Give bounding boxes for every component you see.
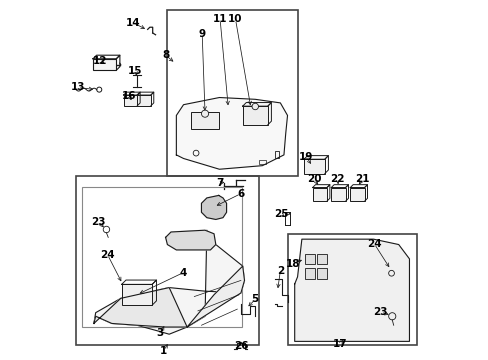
Text: 1: 1: [160, 346, 167, 356]
Text: 18: 18: [285, 258, 300, 269]
Bar: [242, 106, 267, 125]
Polygon shape: [94, 288, 187, 327]
Bar: [76, 176, 258, 345]
Text: 17: 17: [332, 339, 346, 349]
Text: 9: 9: [198, 29, 205, 39]
Bar: [349, 188, 364, 201]
Text: 23: 23: [91, 217, 105, 226]
Bar: [259, 160, 265, 164]
Bar: [122, 284, 152, 305]
Bar: [304, 268, 314, 279]
Circle shape: [201, 110, 208, 117]
Text: 7: 7: [216, 178, 224, 188]
Text: 19: 19: [298, 152, 313, 162]
Bar: [137, 95, 151, 106]
Text: 11: 11: [212, 14, 227, 24]
Bar: [93, 59, 116, 70]
Text: 2: 2: [276, 266, 284, 276]
Bar: [274, 151, 278, 158]
Text: 12: 12: [93, 56, 107, 66]
Text: 15: 15: [128, 66, 142, 76]
Bar: [304, 159, 324, 174]
Circle shape: [251, 103, 258, 110]
Text: 13: 13: [70, 82, 85, 93]
Polygon shape: [165, 230, 215, 250]
Text: 25: 25: [273, 209, 288, 219]
Text: 23: 23: [373, 307, 387, 317]
Text: 6: 6: [237, 189, 244, 199]
Polygon shape: [94, 230, 244, 334]
Bar: [312, 188, 326, 201]
Text: 5: 5: [251, 294, 258, 305]
Polygon shape: [294, 239, 408, 341]
Text: 16: 16: [122, 91, 136, 101]
Bar: [123, 95, 137, 106]
Text: 4: 4: [180, 267, 187, 278]
Text: 14: 14: [126, 18, 141, 28]
Text: 20: 20: [306, 174, 321, 184]
Bar: [317, 268, 326, 279]
Bar: [82, 187, 242, 327]
Bar: [287, 234, 416, 345]
Text: 24: 24: [366, 239, 381, 249]
Text: 3: 3: [156, 328, 163, 338]
Bar: [190, 112, 219, 130]
Bar: [304, 253, 314, 264]
Polygon shape: [176, 98, 287, 169]
Text: 26: 26: [234, 341, 248, 351]
Text: 10: 10: [228, 14, 242, 24]
Polygon shape: [187, 266, 244, 327]
Bar: [167, 10, 298, 176]
Text: 8: 8: [162, 50, 169, 60]
Bar: [330, 188, 345, 201]
Polygon shape: [201, 195, 226, 220]
Text: 24: 24: [100, 249, 115, 260]
Bar: [317, 253, 326, 264]
Text: 22: 22: [330, 174, 344, 184]
Text: 21: 21: [354, 174, 368, 184]
